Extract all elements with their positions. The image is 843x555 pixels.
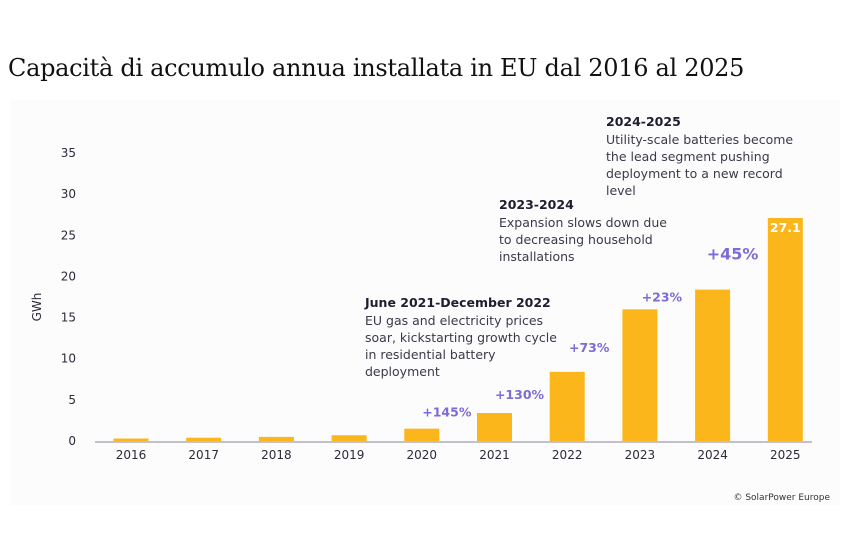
y-tick-label: 15: [61, 311, 76, 325]
bar-2023: [622, 309, 658, 441]
y-tick-label: 30: [61, 187, 76, 201]
y-tick-label: 10: [61, 352, 76, 366]
chart-title: Capacità di accumulo annua installata in…: [8, 54, 745, 82]
x-tick-label: 2021: [479, 448, 510, 462]
source-credit: © SolarPower Europe: [733, 493, 830, 503]
annotation-text: deployment to a new record: [606, 166, 783, 181]
bar-2024: [695, 289, 731, 441]
x-tick-label: 2023: [625, 448, 656, 462]
annotation-text: Utility-scale batteries become: [606, 132, 793, 147]
annotation-text: in residential battery: [365, 347, 496, 362]
growth-label: +23%: [642, 289, 683, 304]
bar-2018: [258, 436, 294, 441]
growth-label: +73%: [569, 340, 610, 355]
y-tick-label: 0: [68, 434, 76, 448]
value-label: 27.1: [770, 220, 801, 235]
annotation-text: installations: [499, 249, 575, 264]
bar-2025: [767, 218, 803, 441]
annotation-heading: June 2021-December 2022: [364, 295, 551, 310]
annotation-text: the lead segment pushing: [606, 149, 770, 164]
annotation-text: EU gas and electricity prices: [365, 313, 543, 328]
bar-2019: [331, 435, 367, 441]
bar-2016: [113, 438, 149, 441]
y-tick-label: 5: [68, 393, 76, 407]
x-tick-label: 2019: [334, 448, 365, 462]
y-tick-label: 35: [61, 146, 76, 160]
annotation-heading: 2023-2024: [499, 197, 574, 212]
bar-2022: [549, 371, 585, 441]
annotation-heading: 2024-2025: [606, 114, 681, 129]
x-tick-label: 2022: [552, 448, 583, 462]
bar-2017: [186, 437, 222, 441]
x-tick-label: 2017: [188, 448, 219, 462]
x-tick-label: 2020: [407, 448, 438, 462]
growth-label: +45%: [707, 245, 759, 264]
bar-2020: [404, 428, 440, 441]
annotation-text: level: [606, 183, 636, 198]
bar-2021: [477, 413, 512, 441]
x-tick-label: 2024: [697, 448, 728, 462]
y-tick-label: 20: [61, 269, 76, 283]
x-tick-label: 2018: [261, 448, 292, 462]
annotation-text: soar, kickstarting growth cycle: [365, 330, 557, 345]
annotation-text: to decreasing household: [499, 232, 653, 247]
x-tick-label: 2016: [116, 448, 147, 462]
annotation-text: deployment: [365, 364, 440, 379]
y-tick-label: 25: [61, 228, 76, 242]
growth-label: +130%: [495, 387, 545, 402]
annotation-text: Expansion slows down due: [499, 215, 667, 230]
x-tick-label: 2025: [770, 448, 801, 462]
y-axis-label: GWh: [30, 293, 44, 322]
growth-label: +145%: [422, 405, 472, 420]
